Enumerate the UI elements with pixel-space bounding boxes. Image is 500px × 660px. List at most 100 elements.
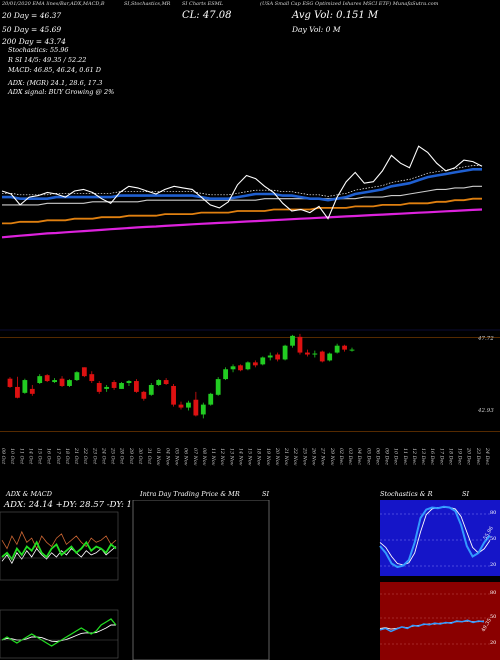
date-label: 20 Dec (466, 447, 472, 465)
rsi-tick-20: 20 (490, 640, 496, 646)
date-label: 29 Nov (329, 447, 335, 466)
close-line (1, 145, 483, 220)
date-label: 12 Nov (219, 448, 225, 466)
intraday-panel-si: SI (262, 490, 270, 498)
date-label: 16 Dec (429, 448, 435, 465)
candle-body (119, 383, 124, 389)
stoch-k-line (379, 505, 491, 569)
date-label: 08 Nov (201, 448, 207, 466)
date-label: 04 Dec (356, 448, 362, 465)
adx-panel-frame (0, 511, 119, 581)
candle-body (230, 366, 236, 370)
candle-body (96, 383, 102, 392)
date-label: 23 Dec (475, 447, 481, 465)
adx-plus-di (1, 540, 117, 561)
date-label: 10 Oct (9, 448, 15, 464)
indicator-panels: 80 50 20 55.96 80 50 20 49.35 (0, 500, 500, 660)
candle-body (89, 374, 95, 382)
candle-body (133, 381, 139, 392)
candle-body (245, 362, 251, 370)
date-label: 15 Oct (37, 448, 43, 464)
candle-body (59, 378, 65, 386)
ema20-label: 20 Day = 46.37 (2, 11, 62, 20)
date-label: 12 Dec (411, 448, 417, 465)
date-label: 13 Dec (420, 448, 426, 465)
candle-body (22, 380, 28, 393)
ema50-line (2, 185, 482, 206)
date-label: 18 Dec (447, 448, 453, 465)
macd-lines (0, 618, 118, 647)
date-label: 06 Nov (183, 448, 189, 466)
stoch-panel-si: SI (462, 490, 470, 498)
date-label: 21 Oct (73, 447, 79, 464)
candle-body (342, 345, 347, 350)
candle-body (178, 404, 184, 408)
date-label: 26 Nov (310, 447, 316, 466)
macd-line (1, 618, 117, 647)
date-label: 03 Dec (347, 448, 353, 465)
candle-body (148, 384, 154, 395)
date-label: 25 Oct (110, 447, 116, 464)
date-label: 04 Nov (164, 448, 170, 466)
candle-body (7, 378, 13, 387)
date-label: 05 Nov (174, 448, 180, 466)
candle-body (67, 380, 72, 386)
date-label: 05 Dec (365, 448, 371, 465)
date-label: 02 Dec (338, 448, 344, 465)
close-price: CL: 47.08 (182, 10, 232, 21)
date-label: 23 Oct (91, 447, 97, 464)
date-label: 07 Nov (192, 448, 198, 466)
intraday-panel-title: Intra Day Trading Price & MR (140, 490, 240, 498)
candle-body (252, 362, 258, 366)
date-label: 24 Oct (100, 447, 106, 464)
adx-panel-values: ADX: 24.14 +DY: 28.57 -DY: 17.16 (4, 500, 151, 510)
candle-body (238, 365, 243, 371)
date-label: 11 Dec (402, 448, 408, 465)
stochastics-lines (379, 505, 491, 569)
candle-body (312, 353, 318, 355)
header-title-mid: SI,Stochastics,MR (124, 1, 171, 7)
candle-body (327, 353, 333, 361)
date-label: 18 Nov (256, 448, 262, 466)
candle-body (334, 345, 340, 353)
date-label: 14 Nov (237, 448, 243, 466)
date-label: 21 Nov (283, 447, 289, 466)
date-label: 10 Dec (393, 448, 399, 465)
date-label: 27 Nov (320, 447, 326, 466)
date-label: 09 Dec (384, 448, 390, 465)
ema200-line (1, 208, 483, 239)
header-title-right: (USA Small Cap ESG Optimized Ishares MSC… (260, 1, 439, 7)
day-volume: Day Vol: 0 M (292, 25, 341, 34)
candle-body (163, 380, 169, 384)
candle-body (290, 335, 295, 346)
ema20-line (2, 168, 482, 202)
candle-body (52, 380, 58, 383)
date-label: 14 Oct (27, 448, 33, 464)
date-label: 24 Dec (484, 447, 490, 465)
main-price-chart: 09 Oct 10 Oct 11 Oct 14 Oct 15 Oct 16 Oct 17 O… (0, 145, 500, 466)
candle-body (74, 372, 80, 381)
date-label: 20 Nov (274, 447, 280, 466)
candle-body (156, 380, 162, 385)
candle-body (126, 381, 132, 384)
date-label: 29 Oct (128, 447, 134, 464)
header-title-left: 20/01/2020 EMA lines/Bar,ADX,MACD,B (2, 1, 105, 7)
date-label: 01 Nov (155, 448, 161, 466)
price-label-top: 47.72 (477, 336, 494, 342)
date-label: 22 Oct (82, 447, 88, 464)
candle-body (208, 393, 214, 405)
date-label: 17 Oct (55, 448, 61, 464)
date-label: 19 Nov (265, 448, 271, 466)
date-label: 22 Nov (292, 447, 298, 466)
ema200-label: 200 Day = 43.74 (2, 37, 66, 46)
date-label: 15 Nov (247, 448, 253, 466)
adx-panel-title: ADX & MACD (6, 490, 52, 498)
ema-dotted-line (2, 165, 482, 197)
ema100-line (2, 197, 482, 225)
date-label: 25 Nov (301, 447, 307, 466)
stoch-panel-title: Stochastics & R (380, 490, 433, 498)
rsi-lines (379, 593, 490, 645)
date-label: 18 Oct (64, 448, 70, 464)
candle-body (141, 391, 147, 399)
candle-body (111, 382, 117, 388)
